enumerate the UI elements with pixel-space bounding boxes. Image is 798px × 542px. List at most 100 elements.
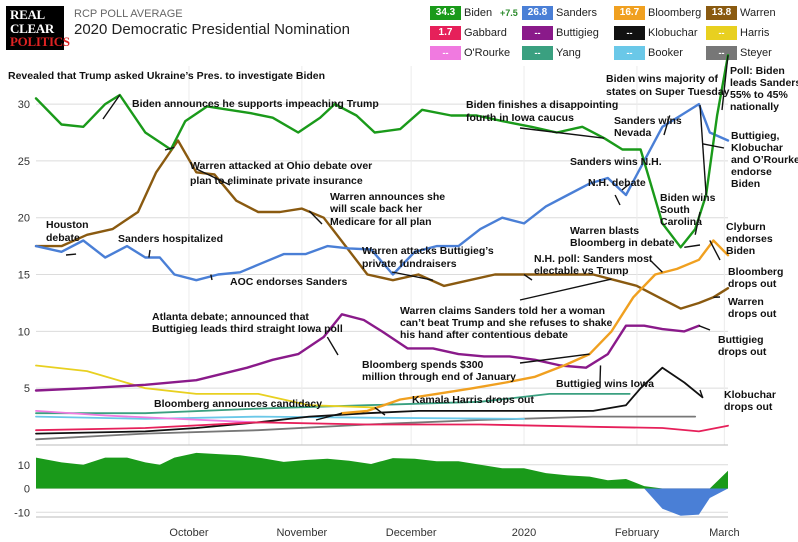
annotation-label: Warren announces she [330, 191, 445, 203]
legend-item-gabbard[interactable]: 1.7 Gabbard [430, 23, 522, 41]
line-bloomberg [340, 239, 730, 415]
annotation-label: his hand after contentious debate [400, 329, 568, 341]
legend-item-yang[interactable]: -- Yang [522, 43, 614, 61]
line-biden [34, 54, 730, 249]
annotation-label: Atlanta debate; announced that [152, 311, 309, 323]
annotation-pointer [684, 244, 701, 248]
annotation-label: Bloomberg spends $300 [362, 359, 484, 371]
annotation-label: Warren blasts [570, 225, 639, 237]
annotation-label: Sanders wins [614, 115, 682, 127]
annotation-label: drops out [718, 346, 767, 358]
legend-item-klobuchar[interactable]: -- Klobuchar [614, 23, 706, 41]
annotation-pointer [102, 94, 121, 120]
annotation-label: fourth in Iowa caucus [466, 112, 574, 124]
legend-item-bloomberg[interactable]: 16.7 Bloomberg [614, 3, 706, 21]
chart-title: 2020 Democratic Presidential Nomination [74, 21, 350, 38]
legend-item-harris[interactable]: -- Harris [706, 23, 798, 41]
annotation-label: Poll: Biden [730, 65, 785, 77]
logo-line-2: CLEAR [10, 21, 55, 36]
x-tick-february: February [615, 527, 660, 539]
annotation-label: states on Super Tuesday [606, 86, 730, 98]
diff-area-positive [36, 452, 728, 489]
annotation-pointer [694, 211, 701, 235]
legend-value-badge: 26.8 [522, 6, 553, 20]
annotation-label: drops out [724, 401, 773, 413]
annotation-pointer [698, 325, 711, 331]
legend-item-steyer[interactable]: -- Steyer [706, 43, 798, 61]
legend-value-badge: -- [430, 46, 461, 60]
line-gabbard [35, 421, 729, 433]
legend-name: O'Rourke [464, 47, 511, 59]
legend-item-o-rourke[interactable]: -- O'Rourke [430, 43, 522, 61]
annotation-pointer [374, 406, 386, 416]
legend-value-badge: 1.7 [430, 26, 461, 40]
diff-area-negative [36, 488, 728, 516]
annotation-label: AOC endorses Sanders [230, 276, 347, 288]
event-annotations: Revealed that Trump asked Ukraine’s Pres… [8, 55, 798, 421]
legend-item-warren[interactable]: 13.8 Warren [706, 3, 798, 21]
line-o-rourke [35, 409, 256, 424]
legend-value-badge: -- [706, 26, 737, 40]
annotation-label: Buttigieg, [731, 130, 779, 142]
legend: 34.3 Biden +7.5 26.8 Sanders 16.7 Bloomberg 13.… [430, 3, 794, 85]
annotation-label: Bloomberg in debate [570, 237, 675, 249]
annotation-label: Klobuchar [731, 142, 783, 154]
annotation-label: Warren attacked at Ohio debate over [190, 160, 372, 172]
annotation-pointer [699, 104, 707, 196]
annotation-pointer [614, 194, 621, 206]
legend-name: Yang [556, 47, 581, 59]
legend-name: Biden [464, 7, 493, 19]
legend-name: Booker [648, 47, 683, 59]
y-tick-20: 20 [18, 213, 30, 225]
legend-value-badge: -- [614, 46, 645, 60]
annotation-pointer [663, 115, 671, 136]
annotation-label: Biden [726, 245, 755, 257]
annotation-pointer [721, 55, 729, 111]
annotation-label: Warren [728, 296, 764, 308]
legend-name: Klobuchar [648, 27, 698, 39]
annotation-label: Carolina [660, 216, 702, 228]
legend-item-sanders[interactable]: 26.8 Sanders [522, 3, 614, 21]
legend-value-badge: -- [706, 46, 737, 60]
line-harris [35, 364, 376, 409]
logo-line-1: REAL [10, 7, 45, 22]
annotation-label: Warren attacks Buttigieg’s [362, 245, 494, 257]
y-tick-15: 15 [18, 270, 30, 282]
difference-chart [36, 452, 728, 518]
legend-item-booker[interactable]: -- Booker [614, 43, 706, 61]
annotation-label: private fundraisers [362, 258, 457, 270]
annotation-label: Buttigieg leads third straight Iowa poll [152, 323, 343, 335]
annotation-label: drops out [728, 278, 777, 290]
legend-item-buttigieg[interactable]: -- Buttigieg [522, 23, 614, 41]
annotation-pointer [519, 353, 590, 364]
annotation-label: Sanders hospitalized [118, 233, 223, 245]
legend-item-biden[interactable]: 34.3 Biden +7.5 [430, 3, 522, 21]
annotation-pointer [699, 389, 704, 398]
legend-name: Steyer [740, 47, 772, 59]
x-tick-march: March [709, 527, 740, 539]
annotation-pointer [148, 249, 151, 258]
annotation-pointer [523, 273, 533, 281]
line-booker [35, 415, 525, 420]
annotation-pointer [621, 183, 631, 191]
annotation-label: Medicare for all plan [330, 216, 432, 228]
annotation-label: can’t beat Trump and she refuses to shak… [400, 317, 613, 329]
annotation-pointer [649, 259, 663, 273]
annotation-label: plan to eliminate private insurance [190, 175, 363, 187]
rcp-logo[interactable]: REAL CLEAR POLITICS [6, 6, 70, 50]
y-tick-25: 25 [18, 156, 30, 168]
legend-name: Gabbard [464, 27, 507, 39]
annotation-pointer [599, 365, 602, 383]
legend-value-badge: 34.3 [430, 6, 461, 20]
annotation-label: N.H. poll: Sanders most [534, 253, 653, 265]
annotation-label: Kamala Harris drops out [412, 394, 534, 406]
annotation-label: Biden announces he supports impeaching T… [132, 98, 379, 110]
annotation-label: endorses [726, 233, 773, 245]
diff-y-tick-0: 0 [24, 484, 30, 496]
annotation-label: debate [46, 232, 80, 244]
annotation-pointer [210, 274, 213, 281]
annotation-label: Biden wins [660, 192, 716, 204]
annotation-pointer [519, 127, 605, 139]
